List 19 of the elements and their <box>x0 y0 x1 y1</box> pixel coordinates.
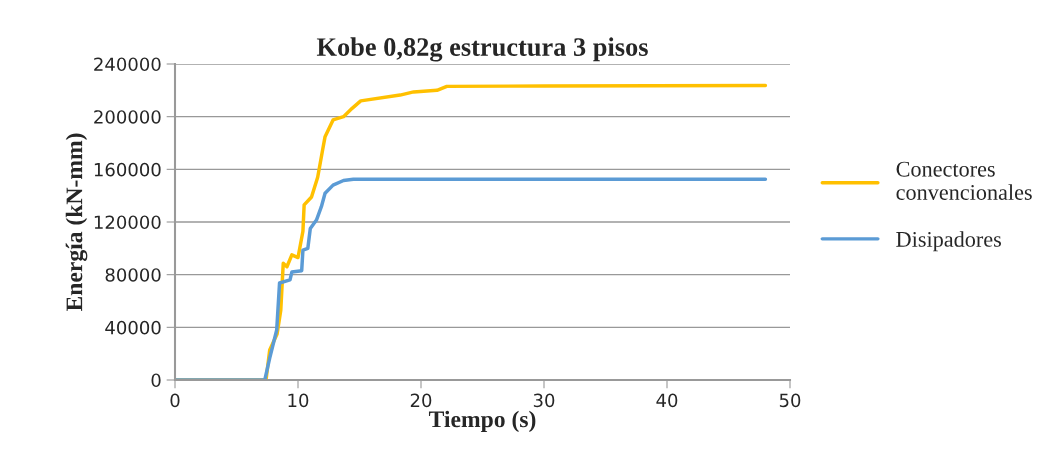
legend-label: Conectores convencionales <box>896 161 1032 200</box>
y-tick-label: 200000 <box>94 110 161 124</box>
y-tick-label: 80000 <box>105 268 161 282</box>
x-axis-title: Tiempo (s) <box>428 410 536 433</box>
x-tick-label: 10 <box>288 393 309 408</box>
y-axis-title: Energía (kN-mm) <box>65 133 88 312</box>
y-tick-label: 120000 <box>94 215 161 230</box>
x-tick-label: 20 <box>410 393 432 408</box>
x-tick-label: 40 <box>656 393 678 408</box>
x-tick-label: 50 <box>779 393 801 408</box>
y-tick-label: 40000 <box>105 320 161 335</box>
x-tick-label: 0 <box>170 393 180 408</box>
y-tick-label: 240000 <box>94 57 161 72</box>
chart-title: Kobe 0,82g estructura 3 pisos <box>316 37 648 62</box>
y-tick-label: 160000 <box>94 162 161 177</box>
y-tick-label: 0 <box>151 373 161 388</box>
legend-label: Disipadores <box>896 231 1001 252</box>
x-tick-label: 30 <box>533 393 555 408</box>
line-series <box>175 177 768 380</box>
